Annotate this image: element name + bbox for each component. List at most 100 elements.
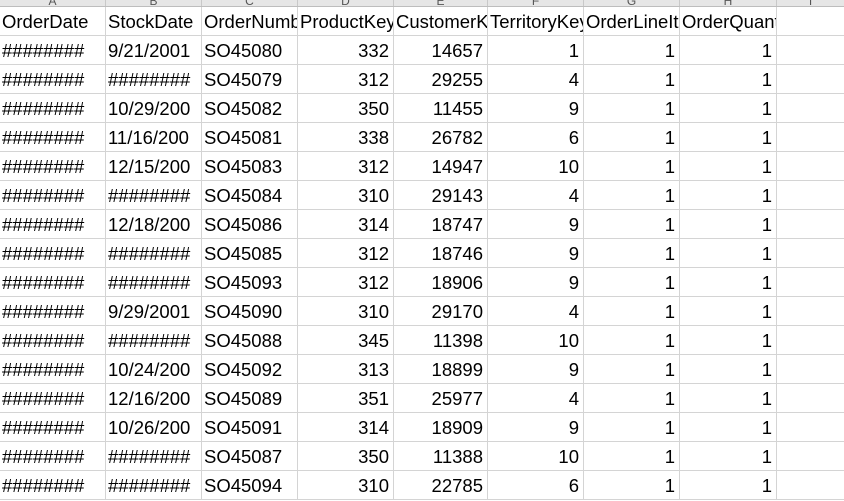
table-cell[interactable]: 314 xyxy=(298,210,394,239)
table-cell[interactable]: 1 xyxy=(680,471,777,500)
table-cell[interactable]: SO45090 xyxy=(202,297,298,326)
table-cell[interactable]: SO45092 xyxy=(202,355,298,384)
table-cell[interactable]: 6 xyxy=(488,123,584,152)
table-cell[interactable]: 14657 xyxy=(394,36,488,65)
table-cell[interactable]: ######## xyxy=(0,268,106,297)
table-cell[interactable]: 9 xyxy=(488,413,584,442)
table-cell[interactable]: 29143 xyxy=(394,181,488,210)
column-letter-c[interactable]: C xyxy=(202,0,298,6)
table-cell[interactable]: 22785 xyxy=(394,471,488,500)
table-cell[interactable]: 1 xyxy=(584,355,680,384)
table-cell[interactable]: 11/16/200 xyxy=(106,123,202,152)
table-cell[interactable]: 312 xyxy=(298,239,394,268)
table-cell[interactable]: 12/15/200 xyxy=(106,152,202,181)
table-cell[interactable]: ######## xyxy=(0,65,106,94)
header-cell[interactable] xyxy=(777,7,844,36)
table-cell[interactable]: 9 xyxy=(488,94,584,123)
table-cell[interactable]: SO45086 xyxy=(202,210,298,239)
table-cell[interactable]: 1 xyxy=(680,384,777,413)
table-cell[interactable]: SO45094 xyxy=(202,471,298,500)
table-cell[interactable] xyxy=(777,210,844,239)
table-cell[interactable]: 10/26/200 xyxy=(106,413,202,442)
table-cell[interactable]: 10 xyxy=(488,442,584,471)
column-letter-e[interactable]: E xyxy=(394,0,488,6)
table-cell[interactable]: 25977 xyxy=(394,384,488,413)
table-cell[interactable]: SO45089 xyxy=(202,384,298,413)
table-cell[interactable] xyxy=(777,268,844,297)
table-cell[interactable]: 4 xyxy=(488,297,584,326)
header-cell[interactable]: CustomerKey xyxy=(394,7,488,36)
column-letter-d[interactable]: D xyxy=(298,0,394,6)
table-cell[interactable]: SO45091 xyxy=(202,413,298,442)
table-cell[interactable]: ######## xyxy=(106,471,202,500)
table-cell[interactable] xyxy=(777,471,844,500)
table-cell[interactable]: ######## xyxy=(106,181,202,210)
table-cell[interactable]: ######## xyxy=(106,65,202,94)
table-cell[interactable]: 12/18/200 xyxy=(106,210,202,239)
header-cell[interactable]: OrderNumber xyxy=(202,7,298,36)
table-cell[interactable]: 312 xyxy=(298,65,394,94)
table-cell[interactable]: SO45079 xyxy=(202,65,298,94)
table-cell[interactable]: 1 xyxy=(680,152,777,181)
table-cell[interactable]: 11398 xyxy=(394,326,488,355)
table-cell[interactable]: ######## xyxy=(106,326,202,355)
table-cell[interactable]: 4 xyxy=(488,384,584,413)
table-cell[interactable] xyxy=(777,181,844,210)
table-cell[interactable]: 310 xyxy=(298,297,394,326)
table-cell[interactable]: SO45093 xyxy=(202,268,298,297)
table-cell[interactable]: 1 xyxy=(680,297,777,326)
table-cell[interactable]: 1 xyxy=(584,181,680,210)
table-cell[interactable]: 18906 xyxy=(394,268,488,297)
table-cell[interactable]: 1 xyxy=(680,123,777,152)
table-cell[interactable]: 1 xyxy=(584,239,680,268)
table-cell[interactable]: 4 xyxy=(488,181,584,210)
table-cell[interactable]: 1 xyxy=(680,268,777,297)
table-cell[interactable]: 1 xyxy=(584,326,680,355)
table-cell[interactable]: 29170 xyxy=(394,297,488,326)
table-cell[interactable]: ######## xyxy=(0,36,106,65)
header-cell[interactable]: OrderLineItem xyxy=(584,7,680,36)
table-cell[interactable]: 1 xyxy=(680,94,777,123)
table-cell[interactable] xyxy=(777,326,844,355)
table-cell[interactable]: 1 xyxy=(680,239,777,268)
table-cell[interactable]: 1 xyxy=(584,36,680,65)
table-cell[interactable] xyxy=(777,239,844,268)
table-cell[interactable]: 1 xyxy=(680,181,777,210)
table-cell[interactable]: 9 xyxy=(488,268,584,297)
column-letter-g[interactable]: G xyxy=(584,0,680,6)
table-cell[interactable]: 14947 xyxy=(394,152,488,181)
table-cell[interactable]: ######## xyxy=(0,123,106,152)
table-cell[interactable]: 26782 xyxy=(394,123,488,152)
table-cell[interactable] xyxy=(777,355,844,384)
table-cell[interactable]: ######## xyxy=(0,355,106,384)
table-cell[interactable]: 12/16/200 xyxy=(106,384,202,413)
table-cell[interactable]: 1 xyxy=(680,413,777,442)
table-cell[interactable]: 1 xyxy=(584,94,680,123)
table-cell[interactable]: 9/21/2001 xyxy=(106,36,202,65)
table-cell[interactable]: 1 xyxy=(584,471,680,500)
table-cell[interactable]: 11455 xyxy=(394,94,488,123)
column-letter-f[interactable]: F xyxy=(488,0,584,6)
table-cell[interactable]: ######## xyxy=(0,442,106,471)
table-cell[interactable]: 1 xyxy=(584,384,680,413)
table-cell[interactable]: 9 xyxy=(488,239,584,268)
table-cell[interactable]: 10/29/200 xyxy=(106,94,202,123)
table-cell[interactable]: ######## xyxy=(0,326,106,355)
table-cell[interactable]: 1 xyxy=(584,413,680,442)
table-cell[interactable]: 338 xyxy=(298,123,394,152)
table-cell[interactable]: ######## xyxy=(106,239,202,268)
table-cell[interactable]: 310 xyxy=(298,181,394,210)
table-cell[interactable]: SO45087 xyxy=(202,442,298,471)
table-cell[interactable]: 1 xyxy=(584,152,680,181)
table-cell[interactable]: ######## xyxy=(0,210,106,239)
table-cell[interactable]: 1 xyxy=(680,210,777,239)
table-cell[interactable]: 18909 xyxy=(394,413,488,442)
table-cell[interactable]: 1 xyxy=(584,297,680,326)
table-cell[interactable]: 1 xyxy=(584,442,680,471)
header-cell[interactable]: OrderDate xyxy=(0,7,106,36)
table-cell[interactable]: 312 xyxy=(298,152,394,181)
table-cell[interactable]: ######## xyxy=(106,442,202,471)
table-cell[interactable] xyxy=(777,384,844,413)
table-cell[interactable]: 9/29/2001 xyxy=(106,297,202,326)
table-cell[interactable] xyxy=(777,94,844,123)
